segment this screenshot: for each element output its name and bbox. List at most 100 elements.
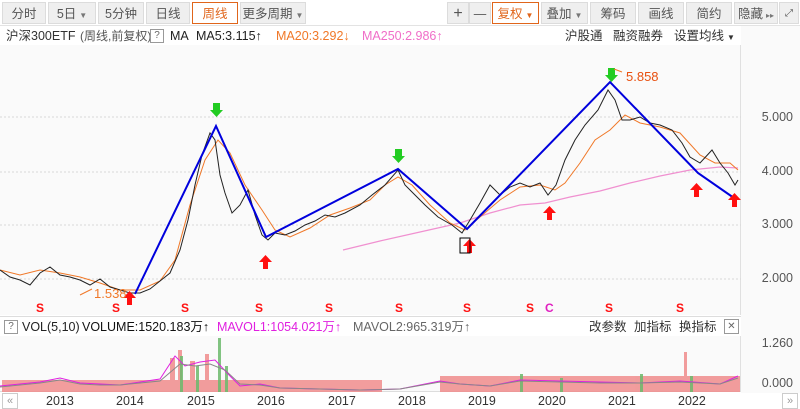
ma20-value: MA20:3.292↓: [276, 27, 350, 45]
tab-label: 更多周期: [242, 7, 293, 21]
ma5-text: MA5:3.115: [196, 29, 256, 43]
high-annotation: 5.858: [626, 69, 659, 84]
chart-legend: 沪深300ETF (周线,前复权) ? MA MA5:3.115↑ MA20:3…: [0, 27, 740, 45]
volume-chart-svg: [0, 338, 740, 392]
add-indicator-link[interactable]: 加指标: [634, 320, 672, 334]
price-line: [0, 89, 739, 294]
chevron-down-icon: ▼: [295, 11, 304, 20]
button-label: 简约: [696, 7, 722, 21]
edit-params-link[interactable]: 改参数: [589, 320, 627, 334]
chips-button[interactable]: 筹码: [590, 2, 636, 24]
svg-text:S: S: [395, 301, 403, 315]
ma20-text: MA20:3.292: [276, 29, 344, 43]
overlay-button[interactable]: 叠加 ▼: [541, 2, 588, 24]
toolbar: 分时 5日 ▼ 5分钟 日线 周线 更多周期 ▼ + — 复权 ▼ 叠加 ▼ 筹码 画线…: [0, 0, 800, 26]
low-annotation: 1.538: [94, 286, 127, 301]
ma250-value: MA250:2.986↑: [362, 27, 443, 45]
svg-text:S: S: [36, 301, 44, 315]
svg-text:S: S: [526, 301, 534, 315]
svg-text:S: S: [605, 301, 613, 315]
svg-text:S: S: [463, 301, 471, 315]
tab-daily[interactable]: 日线: [146, 2, 190, 24]
tab-label: 周线: [202, 7, 228, 21]
plus-icon: +: [453, 5, 463, 22]
draw-line-button[interactable]: 画线: [638, 2, 684, 24]
button-label: 筹码: [600, 7, 626, 21]
expand-icon: ⤢: [785, 8, 793, 19]
volume-chart[interactable]: [0, 336, 741, 392]
button-label: 画线: [648, 7, 674, 21]
button-label: 隐藏: [737, 7, 763, 21]
close-indicator-button[interactable]: ✕: [724, 319, 739, 334]
selected-bar-box: [459, 237, 471, 254]
ma5-value: MA5:3.115↑: [196, 27, 262, 45]
zoom-in-button[interactable]: +: [447, 2, 469, 24]
price-chart[interactable]: 5.858 1.538 S S S S S S S S S S C: [0, 45, 741, 315]
vol-help-button[interactable]: ?: [4, 320, 18, 334]
svg-text:S: S: [112, 301, 120, 315]
chevron-down-icon: ▼: [525, 11, 534, 20]
price-chart-svg: 5.858 1.538 S S S S S S S S S S C: [0, 68, 741, 315]
volume-legend: ? VOL(5,10) VOLUME:1520.183万↑ MAVOL1:105…: [0, 316, 741, 336]
help-button[interactable]: ?: [150, 29, 164, 43]
buy-signal-icons: [123, 183, 741, 305]
tab-more-periods[interactable]: 更多周期 ▼: [240, 2, 306, 24]
svg-text:S: S: [325, 301, 333, 315]
fullscreen-button[interactable]: ⤢: [779, 2, 799, 24]
y-label-4: 4.000: [761, 164, 793, 178]
link-hk-connect[interactable]: 沪股通: [565, 29, 603, 43]
s-markers: S S S S S S S S S S: [36, 301, 684, 315]
volume-text: VOLUME:1520.183万: [82, 320, 203, 334]
x-label-2016: 2016: [257, 394, 285, 408]
mavol2-value: MAVOL2:965.319万↑: [353, 317, 470, 337]
hide-button[interactable]: 隐藏 ▸▸: [734, 2, 778, 24]
chart-subtitle: (周线,前复权): [80, 29, 152, 43]
change-indicator-link[interactable]: 换指标: [679, 320, 717, 334]
x-label-2019: 2019: [468, 394, 496, 408]
arrow-down-icon: ↓: [343, 29, 350, 43]
security-title: 沪深300ETF: [6, 29, 76, 43]
x-label-2020: 2020: [538, 394, 566, 408]
tab-5day[interactable]: 5日 ▼: [48, 2, 96, 24]
scroll-right-button[interactable]: »: [782, 393, 798, 409]
vol-y-label-min: 0.000: [761, 376, 793, 390]
tab-fenshi[interactable]: 分时: [2, 2, 46, 24]
x-label-2017: 2017: [328, 394, 356, 408]
x-label-2014: 2014: [116, 394, 144, 408]
tab-label: 日线: [155, 7, 181, 21]
tab-label: 分时: [11, 7, 37, 21]
scroll-left-button[interactable]: «: [2, 393, 18, 409]
zoom-out-button[interactable]: —: [469, 2, 491, 24]
ma20-line: [0, 114, 739, 291]
y-label-2: 2.000: [761, 271, 793, 285]
chevron-down-icon: ▼: [79, 11, 88, 20]
trend-line: [134, 80, 735, 295]
ma-label: MA: [170, 29, 189, 43]
tab-weekly[interactable]: 周线: [192, 2, 238, 24]
tab-label: 5分钟: [105, 7, 137, 21]
minus-icon: —: [473, 7, 487, 21]
x-label-2018: 2018: [398, 394, 426, 408]
mavol2-text: MAVOL2:965.319万: [353, 320, 464, 334]
chevron-down-icon: ▼: [727, 33, 735, 42]
c-marker: C: [545, 301, 554, 315]
ma250-line: [342, 166, 739, 251]
mavol1-value: MAVOL1:1054.021万↑: [217, 317, 341, 337]
x-label-2013: 2013: [46, 394, 74, 408]
button-label: 叠加: [546, 7, 572, 21]
chevron-down-icon: ▼: [574, 11, 583, 20]
set-ma-dropdown[interactable]: 设置均线 ▼: [674, 27, 735, 47]
svg-text:S: S: [676, 301, 684, 315]
link-margin-trading[interactable]: 融资融券: [613, 29, 664, 43]
adjust-button[interactable]: 复权 ▼: [492, 2, 539, 24]
mavol1-text: MAVOL1:1054.021万: [217, 320, 335, 334]
y-label-3: 3.000: [761, 217, 793, 231]
x-label-2022: 2022: [678, 394, 706, 408]
arrow-up-icon: ↑: [255, 29, 262, 43]
simple-button[interactable]: 简约: [686, 2, 732, 24]
svg-text:S: S: [255, 301, 263, 315]
tab-label: 5日: [56, 7, 77, 21]
tab-5min[interactable]: 5分钟: [98, 2, 144, 24]
y-label-5: 5.000: [761, 110, 793, 124]
volume-value: VOLUME:1520.183万↑: [82, 317, 209, 337]
